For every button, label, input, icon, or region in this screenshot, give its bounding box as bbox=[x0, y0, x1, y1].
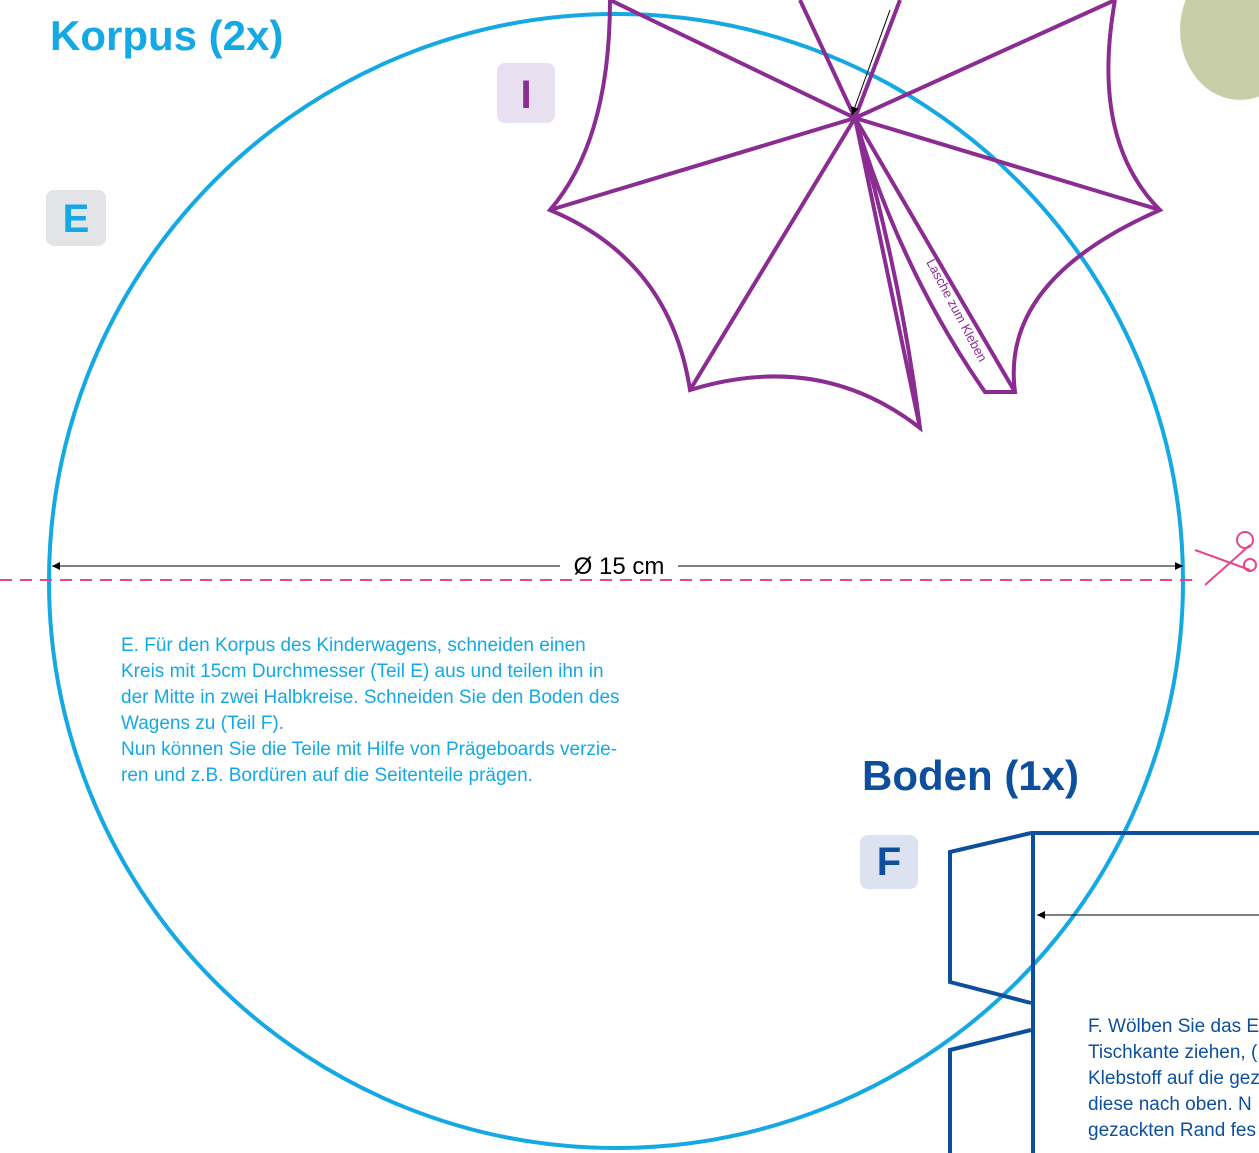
part-label: F bbox=[877, 840, 901, 884]
part-label: I bbox=[520, 73, 531, 117]
plate-photo bbox=[1180, 0, 1259, 100]
instructions: F. Wölben Sie das E Tischkante ziehen, ( K… bbox=[1088, 1016, 1259, 1141]
dimension-label: Ø 15 cm bbox=[574, 553, 665, 580]
instruction-line: ren und z.B. Bordüren auf die Seitenteil… bbox=[121, 765, 533, 786]
template-page: Lasche zum Kleben I E Korpus (2x) Ø 15 c… bbox=[0, 0, 1259, 1153]
instructions: E. Für den Korpus des Kinderwagens, schn… bbox=[121, 635, 620, 786]
scissors bbox=[1195, 532, 1256, 585]
section-title: Boden (1x) bbox=[862, 752, 1079, 799]
instruction-line: Nun können Sie die Teile mit Hilfe von P… bbox=[121, 739, 617, 760]
instruction-line: diese nach oben. N bbox=[1088, 1094, 1252, 1115]
instruction-line: gezackten Rand fes bbox=[1088, 1120, 1256, 1141]
part-label: E bbox=[63, 197, 90, 241]
section-title: Korpus (2x) bbox=[50, 12, 283, 59]
instruction-line: der Mitte in zwei Halbkreise. Schneiden … bbox=[121, 687, 620, 708]
pointer bbox=[852, 10, 890, 115]
instruction-line: E. Für den Korpus des Kinderwagens, schn… bbox=[121, 635, 586, 656]
instruction-line: Klebstoff auf die gez bbox=[1088, 1068, 1259, 1089]
instruction-line: Tischkante ziehen, ( bbox=[1088, 1042, 1258, 1063]
instruction-line: Kreis mit 15cm Durchmesser (Teil E) aus … bbox=[121, 661, 604, 682]
instruction-line: F. Wölben Sie das E bbox=[1088, 1016, 1259, 1037]
star-i bbox=[550, 0, 1160, 428]
circle-e bbox=[49, 14, 1183, 1148]
instruction-line: Wagens zu (Teil F). bbox=[121, 713, 284, 734]
